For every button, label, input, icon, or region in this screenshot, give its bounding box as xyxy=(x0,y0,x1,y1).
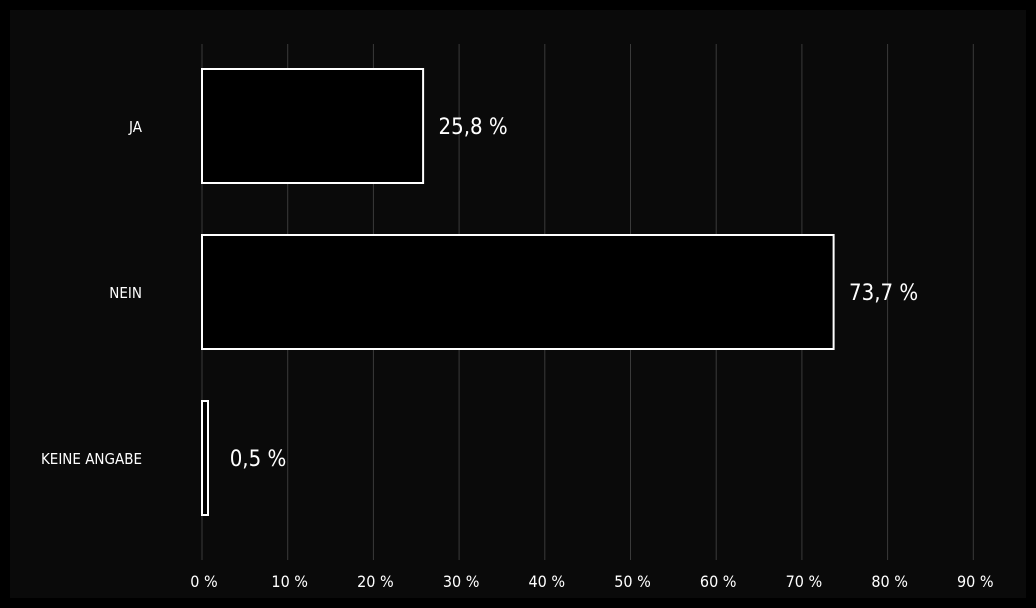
bar-nein xyxy=(201,234,835,350)
x-tick-label-80: 80 % xyxy=(871,572,908,591)
x-tick-label-70: 70 % xyxy=(786,572,823,591)
x-tick-label-90: 90 % xyxy=(957,572,994,591)
value-label-ja: 25,8 % xyxy=(439,115,508,140)
bars xyxy=(201,68,835,516)
value-label-nein: 73,7 % xyxy=(849,281,918,306)
bar-keine-angabe xyxy=(201,400,209,516)
labels: 0 % 10 % 20 % 30 % 40 % 50 % 60 % 70 % 80 % 90 % J… xyxy=(41,115,994,591)
bar-ja xyxy=(201,68,425,184)
x-tick-label-60: 60 % xyxy=(700,572,737,591)
x-tick-label-40: 40 % xyxy=(529,572,566,591)
category-label-ja: JA xyxy=(128,118,143,136)
x-tick-label-50: 50 % xyxy=(614,572,651,591)
category-label-nein: NEIN xyxy=(109,284,142,302)
value-label-keine-angabe: 0,5 % xyxy=(230,447,287,472)
x-tick-label-0: 0 % xyxy=(190,572,217,591)
x-tick-label-10: 10 % xyxy=(271,572,308,591)
x-tick-label-30: 30 % xyxy=(443,572,480,591)
x-tick-label-20: 20 % xyxy=(357,572,394,591)
category-label-keine-angabe: KEINE ANGABE xyxy=(41,450,142,468)
